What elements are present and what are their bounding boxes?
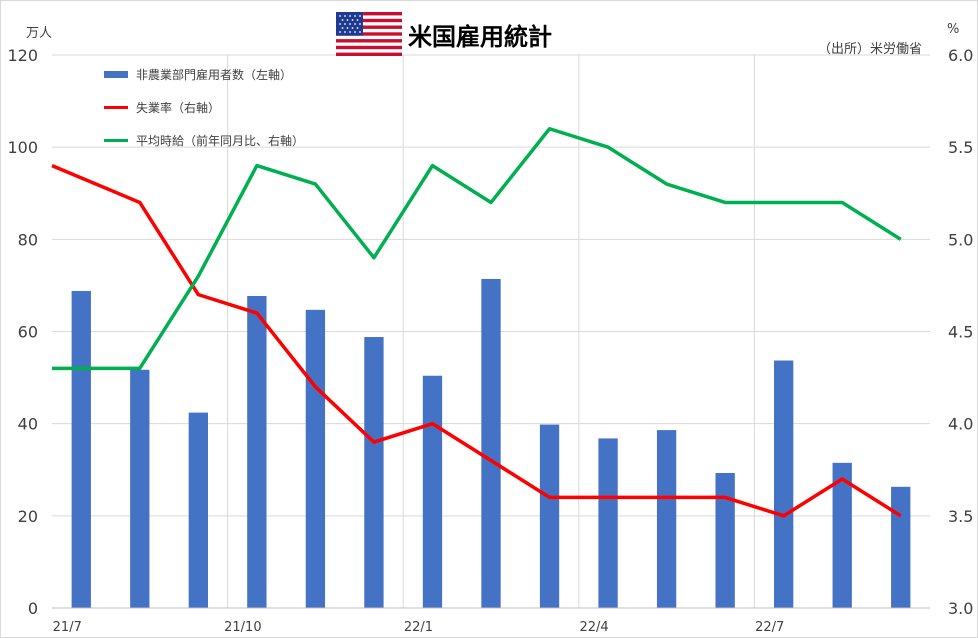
line-unemployment-rate	[51, 163, 902, 518]
bar-payrolls	[188, 412, 208, 608]
left-tick-label: 100	[7, 138, 38, 157]
legend-item-wage: 平均時給（前年同月比、右軸）	[104, 132, 304, 149]
line-hourly-wage	[52, 126, 902, 371]
left-tick-label: 40	[18, 415, 38, 434]
x-tick-label: 21/10	[224, 620, 261, 635]
left-tick-label: 80	[18, 230, 38, 249]
bar-payrolls	[539, 424, 560, 608]
x-tick-label: 22/1	[404, 620, 433, 635]
bar-payrolls	[247, 296, 267, 608]
x-tick-label: 22/7	[755, 620, 784, 635]
right-tick-label: 5.0	[948, 230, 973, 249]
bar-series	[71, 278, 911, 608]
right-tick-label: 3.5	[948, 507, 973, 526]
right-axis-unit: %	[947, 22, 960, 37]
bar-payrolls	[71, 290, 91, 608]
left-tick-label: 120	[7, 46, 38, 65]
left-tick-label: 0	[28, 599, 38, 618]
bar-payrolls	[481, 278, 501, 608]
bar-payrolls	[656, 430, 677, 608]
legend-swatch-line	[104, 139, 128, 142]
bar-payrolls	[598, 438, 618, 608]
legend-label: 非農業部門雇用者数（左軸）	[136, 68, 293, 82]
line-series	[51, 126, 902, 518]
bar-payrolls	[130, 369, 150, 608]
legend-label: 平均時給（前年同月比、右軸）	[136, 134, 305, 148]
source-note: （出所）米労働省	[817, 42, 922, 57]
bar-payrolls	[422, 375, 443, 608]
left-tick-label: 60	[18, 323, 38, 342]
chart-title: 米国雇用統計	[408, 22, 552, 51]
x-tick-label: 22/4	[579, 620, 608, 635]
bar-payrolls	[832, 462, 852, 608]
legend-swatch-line	[104, 106, 128, 109]
left-tick-label: 20	[18, 507, 38, 526]
legend: 非農業部門雇用者数（左軸） 失業率（右軸） 平均時給（前年同月比、右軸）	[104, 66, 304, 165]
right-tick-label: 3.0	[948, 599, 973, 618]
right-tick-label: 6.0	[948, 46, 973, 65]
legend-swatch-bar	[104, 71, 128, 78]
title-block: 米国雇用統計	[336, 12, 552, 56]
right-tick-label: 4.0	[948, 415, 973, 434]
bar-payrolls	[715, 472, 735, 608]
left-axis-unit: 万人	[26, 26, 53, 41]
right-tick-label: 4.5	[948, 323, 973, 342]
bar-payrolls	[305, 309, 326, 608]
us-flag-icon	[336, 12, 402, 56]
bar-payrolls	[364, 337, 384, 608]
legend-item-unemployment: 失業率（右軸）	[104, 99, 304, 116]
legend-label: 失業率（右軸）	[136, 101, 221, 115]
legend-item-payrolls: 非農業部門雇用者数（左軸）	[104, 66, 304, 83]
bar-payrolls	[891, 486, 911, 608]
axis-layer: 0 20 40 60 80 100 120 3.0 3.5 4.0 4.5 5.0 5.5 6.0 21/7…	[7, 46, 973, 635]
x-tick-label: 21/7	[53, 620, 82, 635]
bar-payrolls	[774, 360, 794, 608]
right-tick-label: 5.5	[948, 138, 973, 157]
